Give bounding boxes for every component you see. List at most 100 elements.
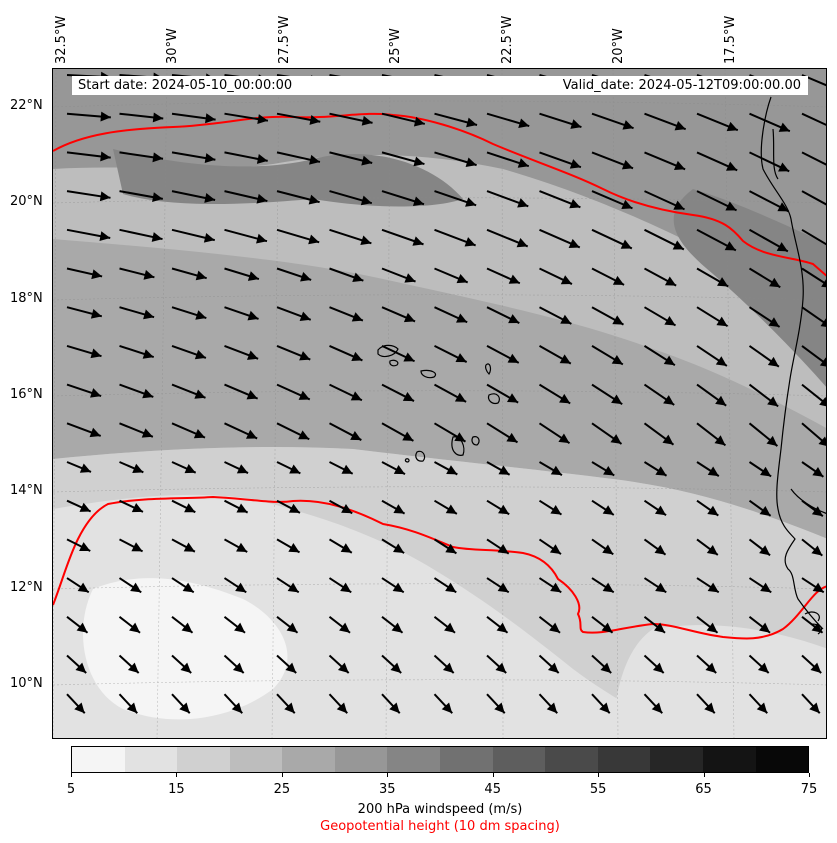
colorbar-tick-label: 55 [589,782,607,797]
wind-arrow-head [235,582,247,593]
wind-arrow-head [663,395,675,405]
wind-arrow-head [412,236,424,246]
wind-arrow-head [549,622,561,633]
wind-arrow-head [130,582,142,593]
colorbar-tickmark [598,773,600,777]
wind-arrow-head [496,622,508,633]
colorbar-sublabel: Geopotential height (10 dm spacing) [320,819,560,834]
colorbar-segment [124,747,178,772]
colorbar-tick-label: 75 [800,782,818,797]
wind-arrow-head [152,152,164,163]
wind-arrow-head [455,353,467,363]
wind-arrow-head [456,273,468,284]
wind-arrow-head [339,622,351,633]
wind-arrow-head [234,622,246,633]
africa-coastline [760,96,824,630]
wind-arrow-head [361,155,373,166]
wind-arrow-head [184,464,196,474]
wind-arrow-head [714,435,726,446]
colorbar-segment [650,747,703,772]
wind-arrow-head [717,277,729,287]
wind-arrow-head [391,622,403,633]
wind-arrow-head [674,120,686,131]
wind-arrow-head [204,153,216,164]
wind-arrow-head [664,316,676,326]
wind-arrow-head [620,239,632,249]
wind-arrow-head [90,388,102,398]
colorbar-segment [282,747,335,772]
wind-arrow-head [444,622,456,633]
wind-arrow-head [602,505,614,515]
wind-arrow-head [767,396,779,407]
wind-arrow-head [257,114,268,125]
wind-arrow-head [100,111,111,122]
wind-arrow-head [247,310,259,321]
wind-arrow-head [569,159,581,169]
wind-arrow-head [707,466,719,477]
wind-arrow-head [777,202,789,212]
wind-arrow-head [602,582,614,593]
wind-arrow-head [550,582,562,593]
start-date-label: Start date: 2024-05-10_00:00:00 [78,78,293,93]
wind-arrow-head [298,390,310,400]
wind-arrow-head [246,390,258,400]
cape-verde-brava [404,458,410,463]
wind-arrow-head [704,702,715,714]
colorbar-tickmark [492,773,494,777]
wind-arrow-head [203,232,215,243]
wind-arrow-head [818,436,826,446]
wind-arrow-head [350,430,362,441]
wind-arrow-head [236,464,249,474]
cape-verde-fogo [415,450,426,462]
wind-arrow-shaft [801,190,826,206]
wind-arrow-head [445,504,457,514]
wind-arrow-head [181,622,193,633]
colorbar-segment [545,747,598,772]
wind-arrow-head [725,201,737,211]
wind-arrow-head [390,662,402,674]
lat-label-10n: 10°N [10,676,43,691]
wind-arrow-head [232,662,244,674]
wind-arrow-head [389,702,400,714]
lon-label-32-5w: 32.5°W [54,15,69,64]
wind-arrow-head [351,351,363,361]
colorbar-segment [387,747,441,772]
wind-arrow-head [611,394,623,405]
wind-arrow-head [673,160,686,171]
colorbar-label: 200 hPa windspeed (m/s) [357,802,523,817]
wind-arrow-head [300,271,312,282]
colorbar-tickmark [176,773,178,777]
wind-arrow-head [99,231,111,242]
wind-arrow-head [286,622,298,633]
wind-arrow-head [760,466,772,477]
colorbar-tick-label: 5 [66,782,76,797]
wind-arrow-head [341,504,353,514]
wind-arrow-head [309,115,321,125]
wind-arrow-head [821,279,826,288]
wind-arrow-head [464,237,476,247]
lon-label-22-5w: 22.5°W [500,15,515,64]
wind-arrow-head [655,466,667,476]
wind-arrow-head [600,662,612,674]
colorbar-segment [597,747,651,772]
wind-arrow-head [337,662,349,674]
wind-arrow-head [820,318,826,327]
wind-arrow-head [756,702,768,714]
wind-arrow-head [663,355,675,366]
wind-arrow-head [90,348,102,359]
wind-arrow-shaft [801,112,826,126]
wind-arrow-head [402,392,415,402]
wind-arrow-head [361,115,373,126]
map-svg [53,69,826,738]
wind-arrow-head [812,466,824,477]
shade-north-dark [53,69,826,328]
wind-arrow-head [336,702,348,714]
wind-arrow-head [778,122,790,132]
wind-arrow-head [236,542,248,553]
wind-arrow-head [142,349,154,359]
wind-arrow-head [819,396,826,407]
wind-arrow-head [454,432,466,442]
wind-arrow-head [350,391,362,401]
colorbar-tick-label: 35 [379,782,396,797]
wind-arrow-head [79,542,91,552]
